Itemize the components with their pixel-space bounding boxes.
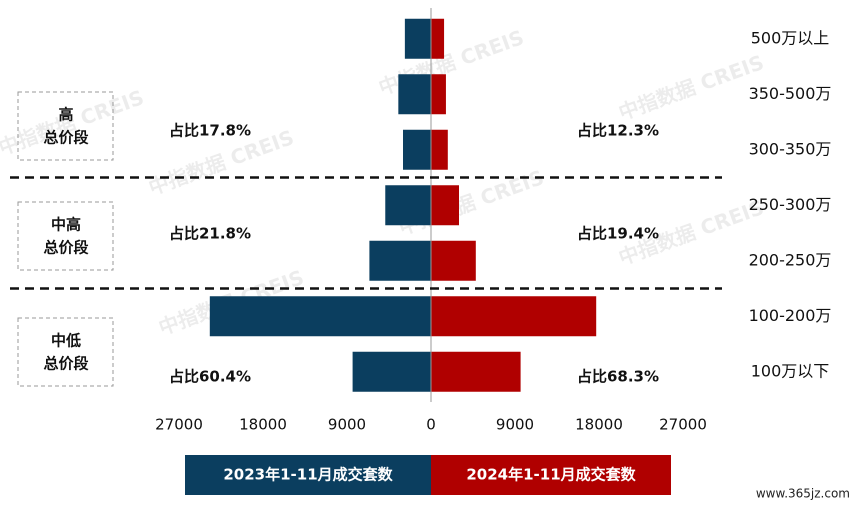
category-label: 300-350万 [749, 139, 832, 158]
bar [431, 74, 446, 115]
share-annotation: 占比17.8% [169, 122, 251, 140]
category-label: 100万以下 [751, 361, 830, 380]
watermark: 中指数据 CREIS [375, 25, 527, 100]
category-label: 200-250万 [749, 250, 832, 269]
group-box [17, 201, 114, 271]
bar [431, 351, 521, 392]
x-tick-label: 18000 [239, 416, 287, 434]
bar [403, 129, 431, 170]
bar [369, 240, 431, 281]
share-annotation: 占比60.4% [169, 368, 251, 386]
group-label: 中低 [51, 332, 81, 350]
x-tick-label: 27000 [155, 416, 203, 434]
category-label: 350-500万 [749, 84, 832, 103]
bar [431, 129, 448, 170]
legend-swatch [431, 455, 671, 495]
group-box [17, 91, 114, 161]
x-tick-label: 27000 [659, 416, 707, 434]
category-label: 100-200万 [749, 306, 832, 325]
bar [209, 296, 431, 337]
bar [385, 185, 431, 226]
share-annotation: 占比68.3% [577, 368, 659, 386]
x-tick-label: 9000 [496, 416, 534, 434]
group-box [17, 317, 114, 387]
bar [431, 185, 459, 226]
x-tick-label: 9000 [328, 416, 366, 434]
legend-label: 2023年1-11月成交套数 [223, 466, 393, 484]
bar [431, 296, 597, 337]
group-label: 中高 [51, 216, 81, 234]
category-label: 500万以上 [751, 28, 830, 47]
group-label: 总价段 [43, 355, 88, 373]
bar [431, 18, 445, 59]
legend-label: 2024年1-11月成交套数 [466, 466, 636, 484]
bar [431, 240, 476, 281]
share-annotation: 占比19.4% [577, 225, 659, 243]
source-label: www.365jz.com [756, 487, 850, 501]
group-label: 总价段 [43, 129, 88, 147]
category-label: 250-300万 [749, 195, 832, 214]
group-label: 高 [58, 106, 73, 124]
bar [352, 351, 431, 392]
bar [398, 74, 431, 115]
legend-swatch [185, 455, 431, 495]
x-tick-label: 18000 [575, 416, 623, 434]
share-annotation: 占比21.8% [169, 225, 251, 243]
watermark: 中指数据 CREIS [615, 50, 767, 125]
bar [404, 18, 431, 59]
x-tick-label: 0 [426, 416, 436, 434]
group-label: 总价段 [43, 239, 88, 257]
share-annotation: 占比12.3% [577, 122, 659, 140]
